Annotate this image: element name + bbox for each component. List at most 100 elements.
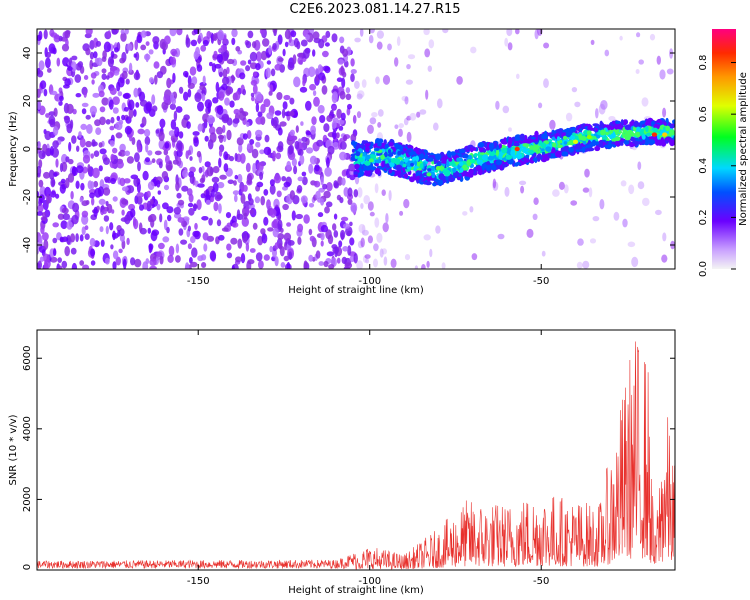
noise-speckle xyxy=(87,164,91,174)
noise-speckle xyxy=(70,247,77,255)
noise-speckle xyxy=(142,261,149,269)
noise-speckle xyxy=(197,123,203,132)
noise-speckle xyxy=(661,254,668,263)
noise-speckle xyxy=(249,209,254,215)
noise-speckle xyxy=(99,148,107,155)
noise-speckle xyxy=(388,190,392,201)
ridge-speckle xyxy=(533,152,537,157)
noise-speckle xyxy=(279,121,287,127)
noise-speckle xyxy=(295,125,299,133)
noise-speckle xyxy=(71,55,78,61)
noise-speckle xyxy=(584,168,590,178)
noise-speckle xyxy=(563,184,569,194)
noise-speckle xyxy=(333,213,338,220)
noise-speckle xyxy=(274,64,282,71)
ridge-speckle xyxy=(419,153,425,160)
noise-speckle xyxy=(62,213,70,221)
noise-speckle xyxy=(336,108,342,119)
noise-speckle xyxy=(666,68,674,75)
noise-speckle xyxy=(269,84,274,94)
noise-speckle xyxy=(247,143,251,150)
noise-speckle xyxy=(302,48,310,59)
noise-speckle xyxy=(189,257,193,264)
noise-speckle xyxy=(71,262,78,269)
noise-speckle xyxy=(56,57,61,67)
noise-speckle xyxy=(184,262,190,269)
noise-speckle xyxy=(85,114,91,120)
noise-speckle xyxy=(377,109,384,117)
noise-speckle xyxy=(371,112,378,118)
noise-speckle xyxy=(342,71,347,78)
noise-speckle xyxy=(67,173,75,183)
noise-speckle xyxy=(158,131,165,142)
noise-speckle xyxy=(308,228,313,236)
ridge-speckle xyxy=(426,177,432,182)
ridge-speckle xyxy=(465,171,470,177)
noise-speckle xyxy=(116,160,124,169)
ridge-speckle xyxy=(385,163,391,169)
noise-speckle xyxy=(124,125,132,135)
noise-speckle xyxy=(245,162,251,173)
noise-speckle xyxy=(44,261,49,269)
noise-speckle xyxy=(122,258,127,269)
noise-speckle xyxy=(38,150,46,160)
noise-speckle xyxy=(275,152,282,160)
noise-speckle xyxy=(146,200,152,209)
noise-speckle xyxy=(274,256,279,267)
noise-speckle xyxy=(102,209,107,215)
ridge-speckle xyxy=(446,150,452,158)
colorbar-label: Normalized spectral amplitude xyxy=(738,72,749,226)
noise-speckle xyxy=(252,41,257,49)
noise-speckle xyxy=(174,126,180,138)
noise-speckle xyxy=(169,103,176,110)
noise-speckle xyxy=(198,167,203,174)
noise-speckle xyxy=(186,121,191,129)
ridge-speckle xyxy=(430,165,436,171)
noise-speckle xyxy=(98,142,103,148)
noise-speckle xyxy=(138,91,146,102)
noise-speckle xyxy=(276,92,283,100)
noise-speckle xyxy=(407,54,416,60)
ridge-speckle xyxy=(435,153,442,161)
noise-speckle xyxy=(183,70,189,78)
ridge-speckle xyxy=(390,157,398,164)
noise-speckle xyxy=(234,91,241,101)
noise-speckle xyxy=(270,68,276,77)
ridge-speckle xyxy=(646,119,649,126)
ridge-speckle xyxy=(443,170,450,175)
noise-speckle xyxy=(64,78,71,87)
noise-speckle xyxy=(327,145,335,155)
ridge-speckle xyxy=(351,148,355,153)
noise-speckle xyxy=(109,140,115,147)
noise-speckle xyxy=(346,107,351,116)
noise-speckle xyxy=(254,196,261,204)
noise-speckle xyxy=(325,201,333,208)
noise-speckle xyxy=(142,170,149,181)
noise-speckle xyxy=(222,68,228,79)
noise-speckle xyxy=(204,135,209,142)
noise-speckle xyxy=(203,243,208,252)
noise-speckle xyxy=(337,119,345,125)
noise-speckle xyxy=(52,222,59,228)
ridge-speckle xyxy=(454,149,459,154)
ridge-speckle xyxy=(554,150,562,158)
ridge-speckle xyxy=(524,159,530,163)
ridge-speckle xyxy=(415,155,419,162)
noise-speckle xyxy=(210,196,215,203)
noise-speckle xyxy=(61,153,68,165)
noise-speckle xyxy=(312,49,316,57)
noise-speckle xyxy=(185,37,191,48)
noise-speckle xyxy=(82,166,88,174)
ridge-speckle xyxy=(630,142,634,147)
noise-speckle xyxy=(43,171,50,179)
noise-speckle xyxy=(75,180,80,189)
noise-speckle xyxy=(301,171,307,177)
noise-speckle xyxy=(204,161,211,168)
noise-speckle xyxy=(187,82,195,89)
ridge-speckle xyxy=(403,173,409,179)
noise-speckle xyxy=(324,42,330,47)
noise-speckle xyxy=(255,141,261,148)
noise-speckle xyxy=(272,29,278,34)
noise-speckle xyxy=(662,232,667,242)
noise-speckle xyxy=(242,111,249,117)
